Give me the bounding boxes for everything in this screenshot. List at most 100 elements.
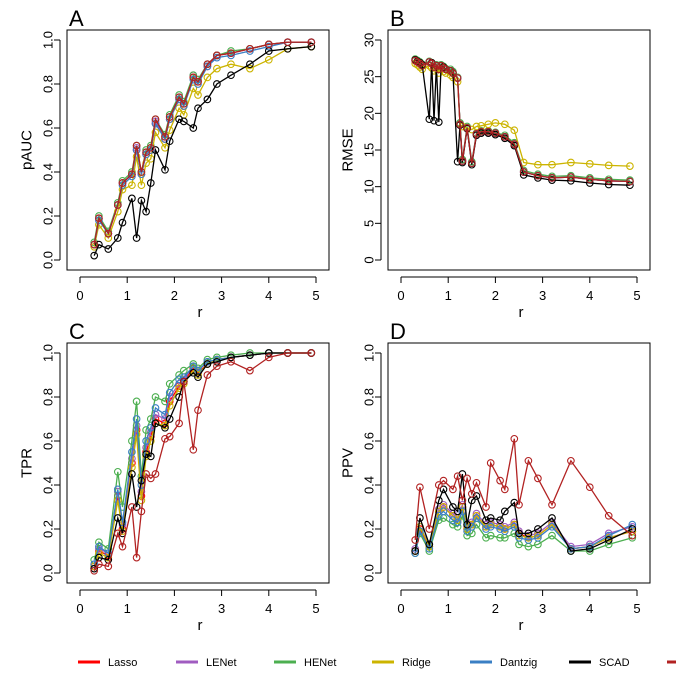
data-point bbox=[548, 174, 556, 182]
series-scad bbox=[90, 42, 316, 260]
data-point bbox=[496, 476, 504, 485]
x-tick-label: 0 bbox=[76, 601, 83, 616]
data-point bbox=[496, 516, 504, 525]
y-tick-label: 0.4 bbox=[41, 476, 56, 494]
series-line bbox=[414, 59, 630, 183]
panel-label: D bbox=[390, 319, 406, 344]
data-point bbox=[486, 459, 495, 467]
y-tick-label: 10 bbox=[362, 179, 377, 193]
data-point bbox=[439, 485, 448, 494]
data-point bbox=[585, 160, 594, 168]
series-line bbox=[414, 59, 630, 183]
data-point bbox=[567, 158, 575, 167]
data-point bbox=[118, 218, 127, 227]
data-point bbox=[439, 476, 448, 485]
data-point bbox=[113, 201, 122, 209]
data-point bbox=[132, 553, 141, 562]
data-point bbox=[534, 533, 542, 542]
series-ridge bbox=[411, 59, 634, 170]
legend-label: HENet bbox=[304, 657, 336, 669]
x-tick-label: 4 bbox=[586, 288, 593, 303]
data-point bbox=[146, 423, 155, 432]
data-point bbox=[628, 520, 637, 529]
data-point bbox=[246, 366, 254, 375]
data-point bbox=[449, 485, 457, 494]
data-point bbox=[128, 170, 136, 179]
data-point bbox=[463, 124, 471, 132]
series-line bbox=[93, 41, 312, 245]
data-point bbox=[437, 61, 445, 70]
x-axis-title: r bbox=[519, 304, 524, 321]
data-point bbox=[194, 406, 202, 415]
y-tick-label: 0.8 bbox=[41, 388, 56, 406]
data-point bbox=[132, 234, 141, 242]
x-tick-label: 4 bbox=[265, 288, 272, 303]
x-tick-label: 5 bbox=[312, 601, 319, 616]
y-tick-label: 0.6 bbox=[362, 432, 377, 450]
panel-D: D 0 1 2 3 4 5 r 0.0 0.2 0.4 0.6 0.8 1.0 PPV bbox=[340, 319, 651, 634]
data-point bbox=[151, 146, 160, 154]
data-point bbox=[534, 174, 542, 182]
series-line bbox=[93, 352, 312, 565]
series-line bbox=[414, 473, 633, 552]
data-point bbox=[430, 116, 438, 125]
data-point bbox=[194, 77, 202, 86]
data-point bbox=[439, 503, 448, 511]
data-point bbox=[95, 214, 103, 223]
plot-frame bbox=[66, 342, 330, 584]
data-point bbox=[151, 404, 160, 412]
data-point bbox=[132, 503, 141, 511]
y-tick-label: 0.4 bbox=[41, 163, 56, 181]
data-point bbox=[604, 536, 613, 544]
x-tick-label: 3 bbox=[539, 601, 546, 616]
data-point bbox=[458, 496, 467, 505]
data-point bbox=[128, 448, 136, 456]
x-tick-label: 1 bbox=[124, 288, 131, 303]
data-point bbox=[425, 115, 434, 124]
series-line bbox=[414, 62, 630, 167]
data-point bbox=[307, 38, 316, 47]
data-point bbox=[425, 540, 434, 549]
data-point bbox=[175, 375, 183, 384]
data-point bbox=[213, 353, 221, 362]
y-tick-label: 0.2 bbox=[41, 207, 56, 225]
data-point bbox=[486, 531, 495, 540]
data-point bbox=[283, 349, 292, 357]
y-tick-label: 30 bbox=[362, 33, 377, 47]
data-point bbox=[585, 483, 594, 492]
legend-item-ridge: Ridge bbox=[372, 657, 431, 669]
data-point bbox=[146, 143, 155, 152]
y-axis-title: PPV bbox=[340, 448, 357, 478]
data-point bbox=[132, 415, 141, 423]
legend: Lasso LENet HENet Ridge Dantzig SCAD Stability bbox=[78, 657, 676, 669]
x-tick-label: 3 bbox=[218, 288, 225, 303]
data-point bbox=[283, 38, 292, 47]
data-point bbox=[463, 520, 471, 529]
legend-label: SCAD bbox=[599, 657, 630, 669]
x-tick-label: 5 bbox=[633, 288, 640, 303]
data-point bbox=[486, 522, 495, 531]
data-point bbox=[534, 525, 542, 533]
data-point bbox=[227, 71, 235, 80]
data-point bbox=[500, 527, 509, 536]
panel-A: A 0 1 2 3 4 5 r 0.0 0.2 0.4 0.6 0.8 1.0 pAUC bbox=[19, 6, 330, 321]
data-point bbox=[175, 93, 183, 102]
data-point bbox=[151, 128, 160, 137]
data-point bbox=[453, 157, 462, 166]
data-point bbox=[227, 353, 235, 362]
data-point bbox=[453, 74, 462, 82]
data-point bbox=[534, 171, 542, 180]
data-point bbox=[524, 456, 533, 465]
data-point bbox=[585, 175, 594, 184]
data-point bbox=[142, 207, 150, 216]
data-point bbox=[567, 544, 575, 553]
data-point bbox=[264, 40, 273, 49]
data-point bbox=[113, 496, 122, 505]
data-point bbox=[472, 514, 481, 522]
data-point bbox=[482, 533, 490, 542]
data-point bbox=[425, 525, 434, 533]
data-point bbox=[307, 349, 316, 357]
y-tick-label: 0.6 bbox=[41, 119, 56, 137]
data-point bbox=[500, 507, 509, 516]
x-tick-label: 1 bbox=[124, 601, 131, 616]
